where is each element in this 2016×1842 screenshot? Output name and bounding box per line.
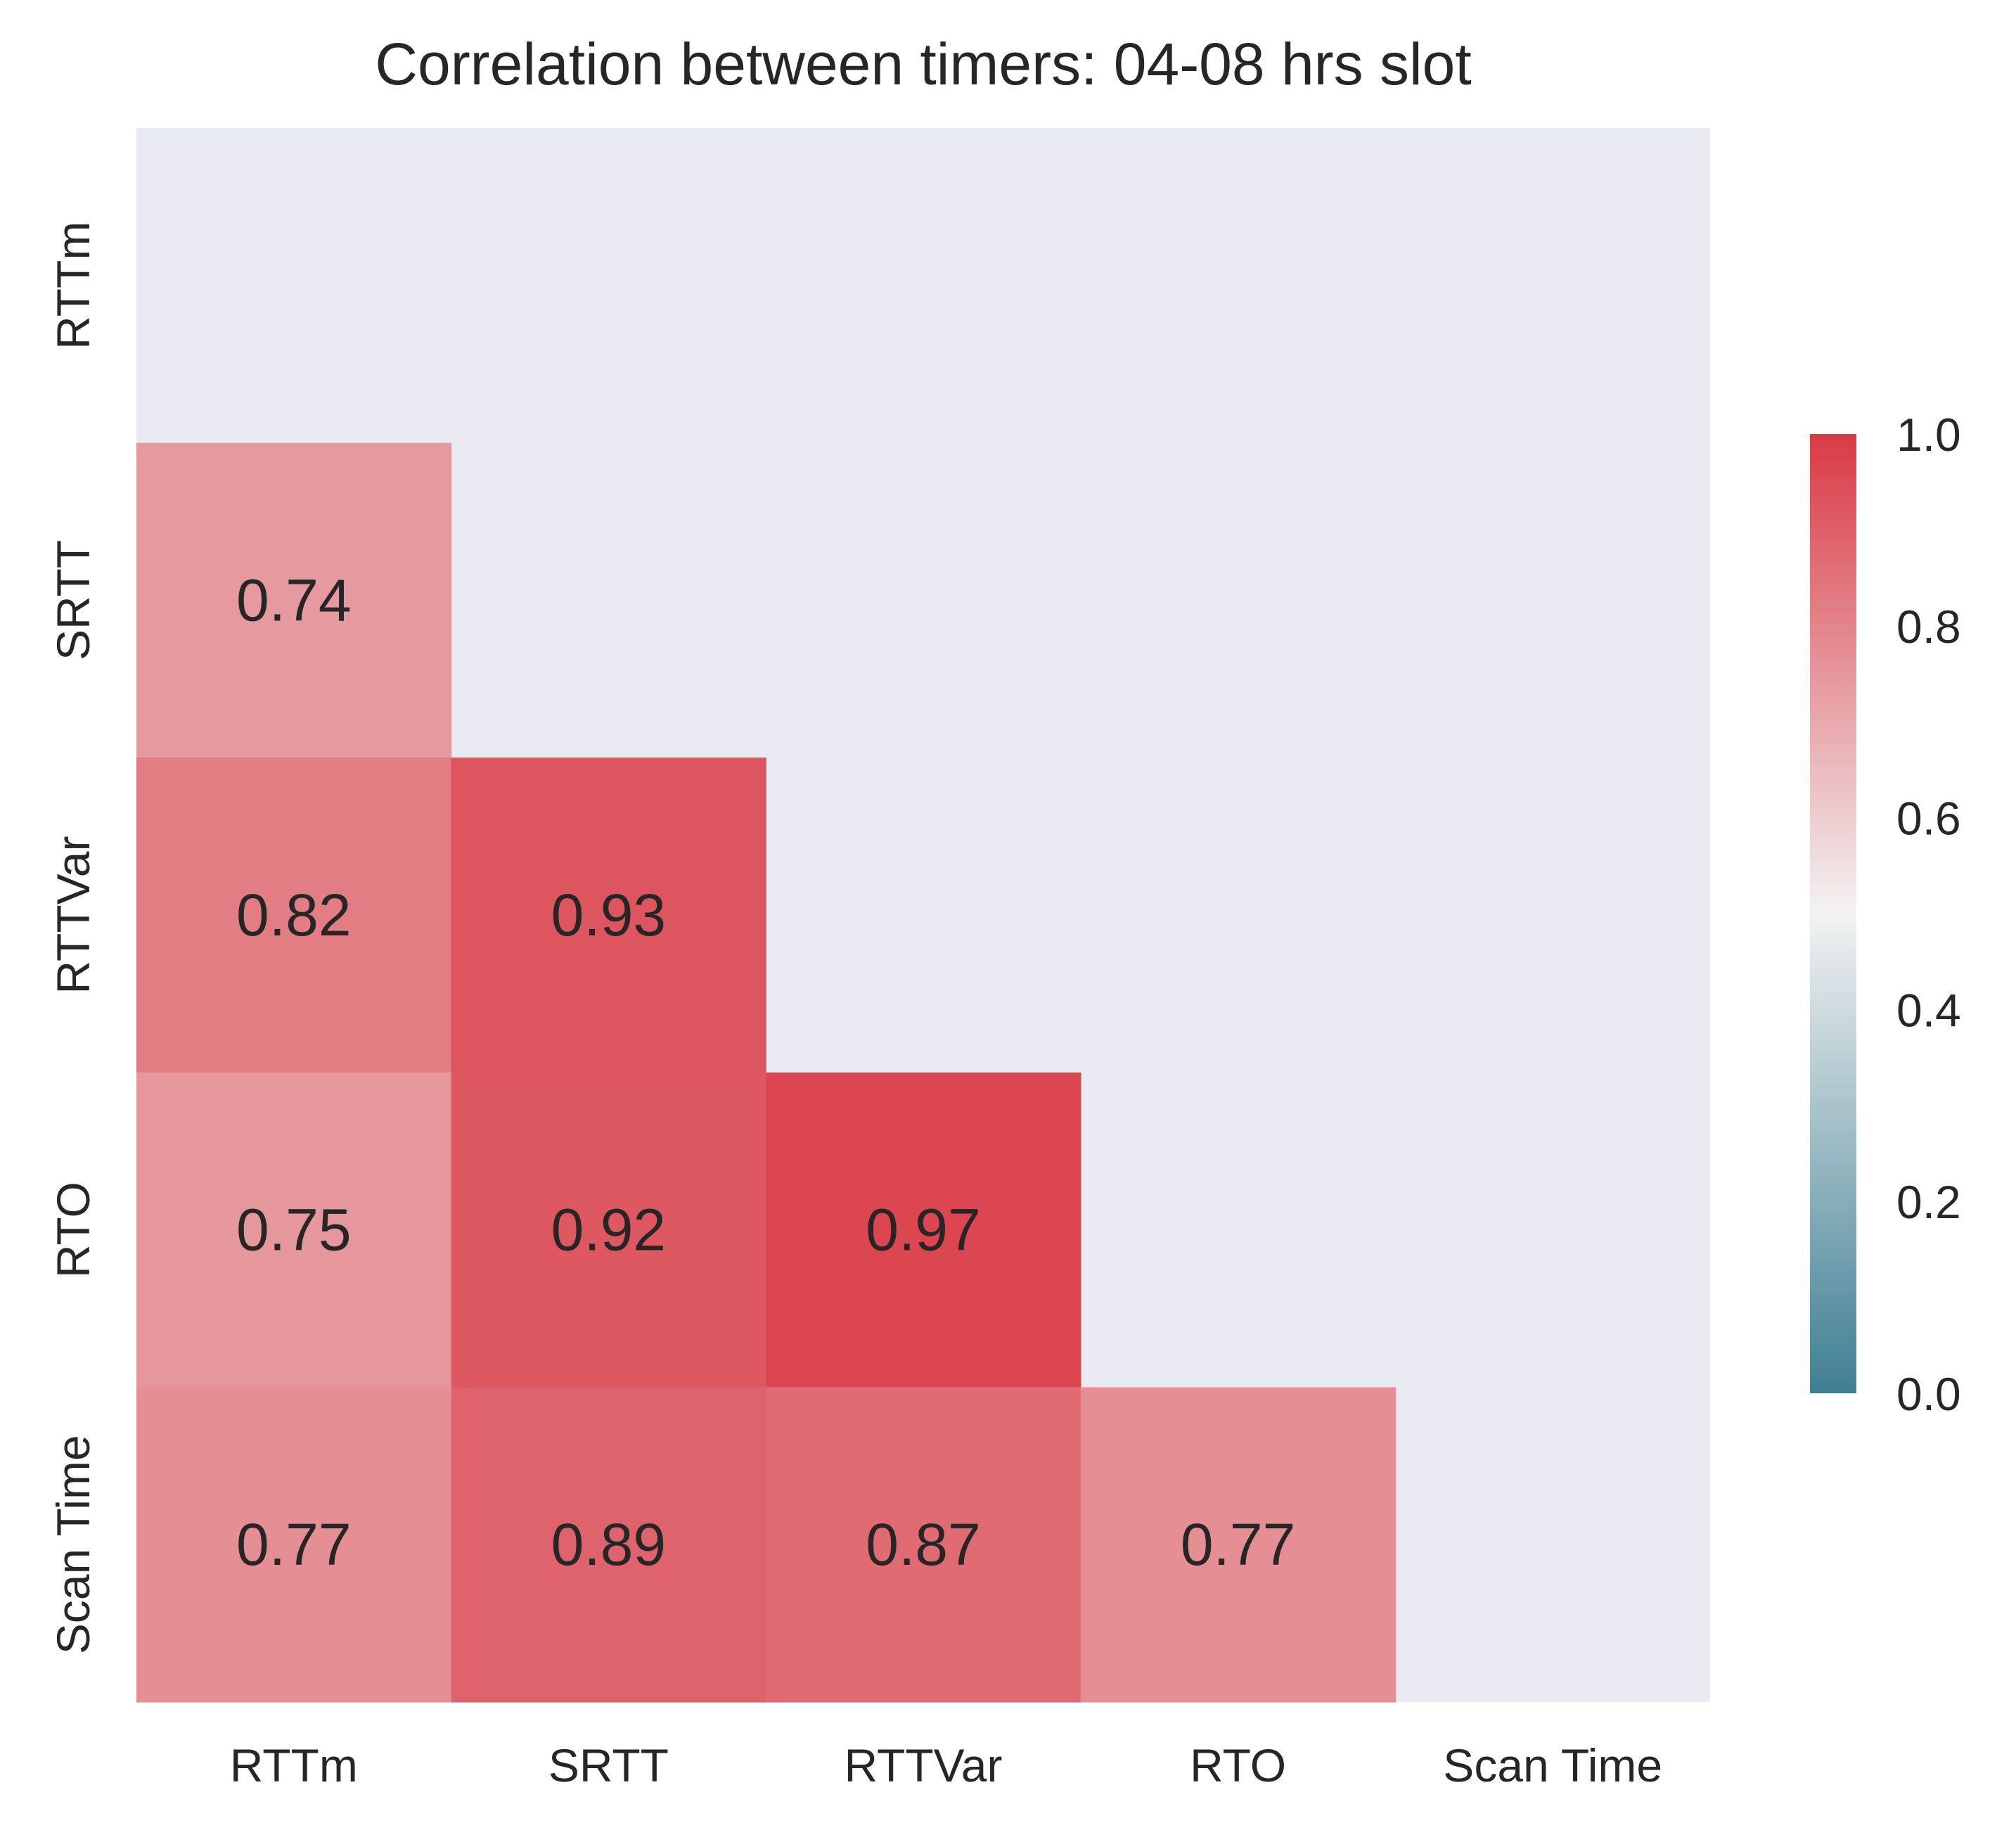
colorbar-tick-label: 0.6 [1896, 793, 1961, 845]
cell-value-label: 0.82 [236, 882, 352, 948]
x-tick-label: SRTT [548, 1739, 669, 1791]
y-tick-label: RTTm [47, 222, 99, 350]
x-tick-label: RTTVar [845, 1739, 1003, 1791]
cell-value-label: 0.75 [236, 1197, 352, 1263]
colorbar [1810, 434, 1856, 1393]
cell-value-label: 0.92 [551, 1197, 667, 1263]
colorbar-tick-label: 0.2 [1896, 1176, 1961, 1228]
cell-value-label: 0.77 [1181, 1511, 1296, 1578]
heatmap-cell [136, 1387, 452, 1703]
heatmap-cell [451, 1387, 766, 1703]
chart-title: Correlation between timers: 04-08 hrs sl… [375, 31, 1471, 97]
heatmap-cell [136, 757, 452, 1073]
heatmap-cell [766, 1072, 1081, 1388]
y-tick-label: SRTT [47, 540, 99, 660]
y-tick-label: Scan Time [47, 1435, 99, 1654]
colorbar-tick-label: 0.0 [1896, 1368, 1961, 1420]
cell-value-label: 0.77 [236, 1511, 352, 1578]
cell-annotations: 0.74 0.82 0.93 0.75 0.92 0.97 0.77 0.89 0.87 0.77 [236, 567, 1295, 1578]
heatmap-cell [136, 442, 452, 758]
cell-value-label: 0.74 [236, 567, 352, 633]
x-axis-tick-labels: RTTm SRTT RTTVar RTO Scan Time [230, 1739, 1662, 1791]
colorbar-tick-label: 0.8 [1896, 601, 1961, 653]
cell-value-label: 0.97 [866, 1197, 981, 1263]
colorbar-tick-labels: 0.0 0.2 0.4 0.6 0.8 1.0 [1896, 409, 1961, 1420]
cell-value-label: 0.93 [551, 882, 667, 948]
cell-value-label: 0.89 [551, 1511, 667, 1578]
y-tick-label: RTTVar [47, 836, 99, 994]
x-tick-label: RTTm [230, 1739, 358, 1791]
x-tick-label: Scan Time [1443, 1739, 1662, 1791]
y-axis-tick-labels: RTTm SRTT RTTVar RTO Scan Time [47, 222, 99, 1654]
x-tick-label: RTO [1190, 1739, 1286, 1791]
heatmap-cell [451, 1072, 766, 1388]
heatmap-cells [136, 442, 1396, 1703]
heatmap-cell [451, 757, 766, 1073]
heatmap-cell [1080, 1387, 1396, 1703]
colorbar-tick-label: 1.0 [1896, 409, 1961, 461]
heatmap-cell [136, 1072, 452, 1388]
colorbar-tick-label: 0.4 [1896, 984, 1961, 1036]
heatmap-cell [766, 1387, 1081, 1703]
cell-value-label: 0.87 [866, 1511, 981, 1578]
y-tick-label: RTO [47, 1182, 99, 1278]
